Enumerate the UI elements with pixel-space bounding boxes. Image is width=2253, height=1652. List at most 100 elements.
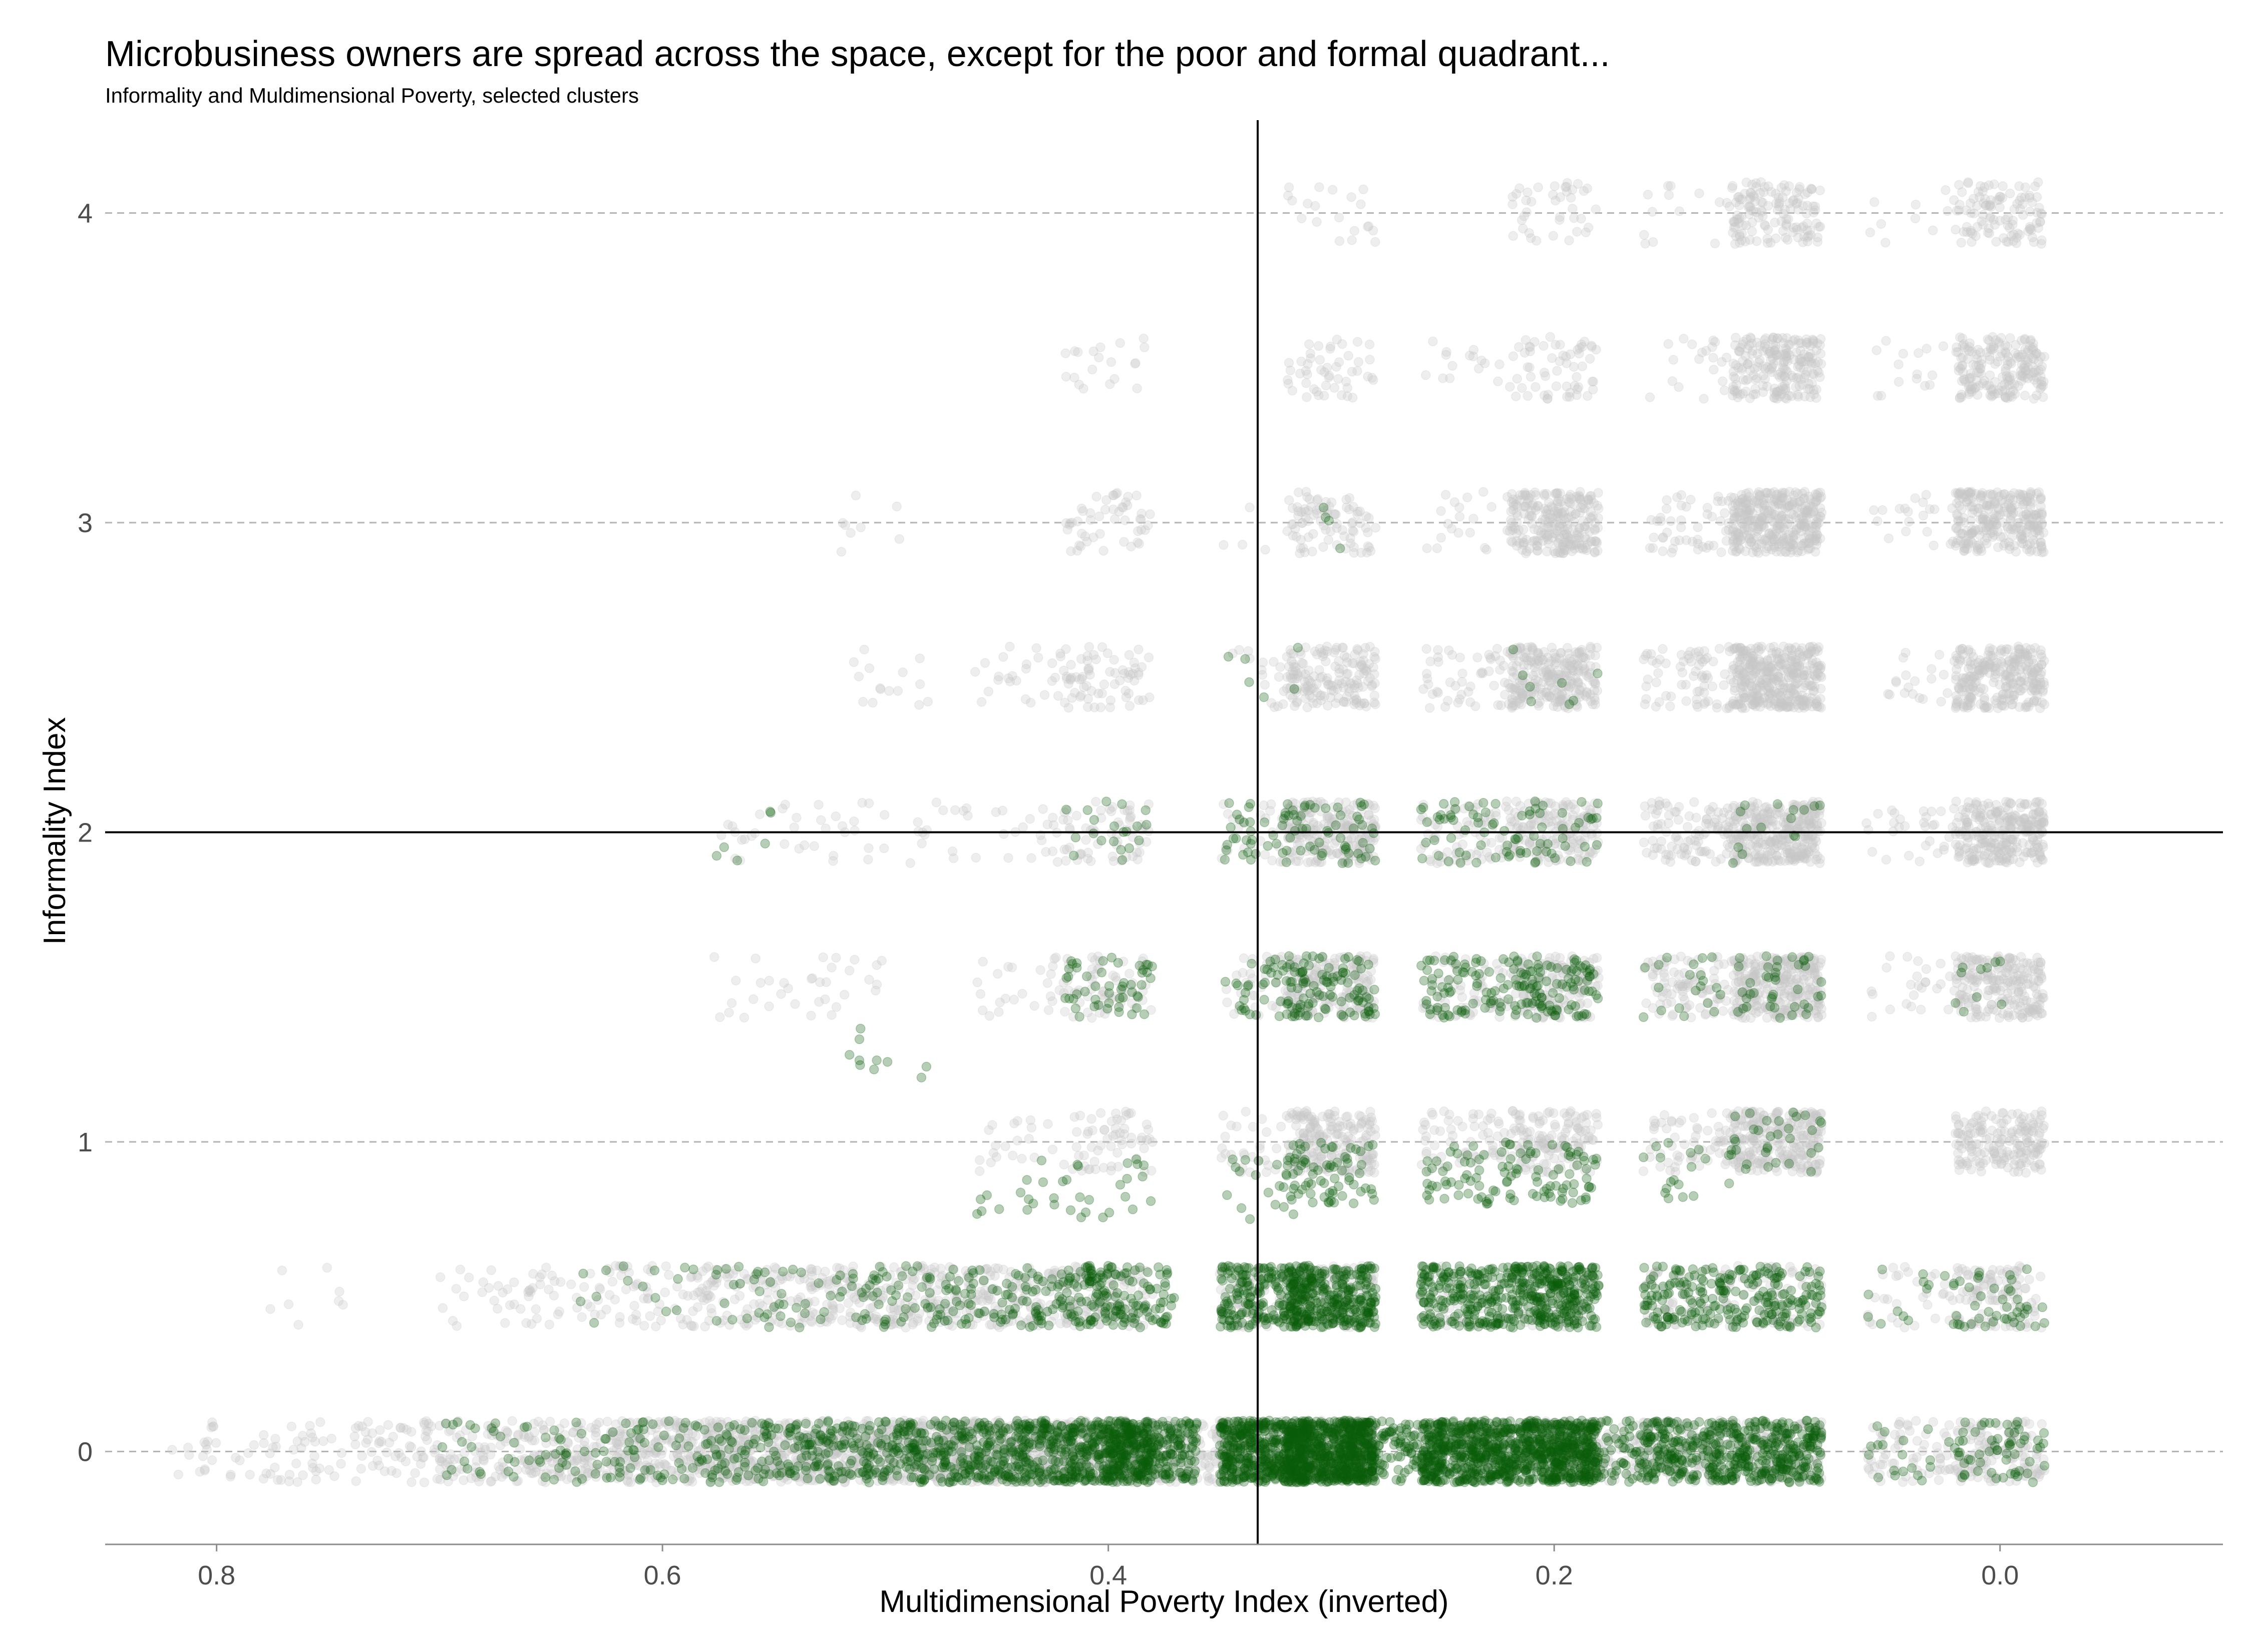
data-point	[374, 1460, 384, 1471]
data-point	[380, 1466, 390, 1476]
data-point	[259, 1438, 269, 1448]
data-point	[357, 1421, 367, 1432]
data-point	[293, 1320, 303, 1330]
data-point	[510, 1438, 520, 1448]
data-point	[1261, 1127, 1272, 1137]
data-point	[1940, 1279, 1950, 1290]
data-point	[382, 1447, 392, 1458]
chart-title: Microbusiness owners are spread across t…	[105, 34, 1610, 74]
data-point	[660, 1287, 670, 1298]
data-point	[459, 1475, 469, 1485]
data-point	[1926, 1272, 1937, 1282]
data-point	[1488, 1147, 1498, 1158]
data-point	[1976, 1166, 1986, 1177]
data-point	[1420, 1135, 1430, 1146]
data-point	[1795, 1147, 1806, 1157]
data-point	[500, 1469, 510, 1479]
data-point	[202, 1444, 212, 1455]
data-point	[1935, 1458, 1945, 1469]
data-point	[1898, 1477, 1908, 1487]
data-point	[544, 1320, 555, 1330]
data-point	[678, 1290, 688, 1300]
data-point	[324, 1465, 334, 1475]
data-point	[614, 1437, 624, 1447]
data-point	[338, 1300, 348, 1310]
data-point	[1468, 1113, 1478, 1124]
data-point	[1241, 1106, 1251, 1117]
data-point	[412, 1452, 422, 1462]
data-point	[1707, 1108, 1717, 1118]
data-point	[407, 1477, 417, 1487]
data-point	[167, 1445, 177, 1455]
data-point	[871, 1314, 881, 1325]
data-point	[1536, 1134, 1546, 1144]
data-point	[1550, 1119, 1560, 1130]
data-point	[429, 1444, 440, 1455]
data-point	[195, 1467, 205, 1477]
series-other_clusters	[167, 177, 2050, 1488]
data-point	[1974, 1440, 1985, 1451]
data-point	[207, 1417, 217, 1427]
data-point	[402, 1425, 412, 1435]
data-point	[424, 1418, 434, 1429]
data-point	[987, 1120, 997, 1130]
data-point	[1106, 1161, 1116, 1171]
data-point	[1469, 1121, 1479, 1131]
data-point	[1995, 1265, 2005, 1276]
data-point	[1075, 1110, 1085, 1121]
data-point	[1026, 1122, 1037, 1133]
data-point	[1638, 1166, 1649, 1176]
data-point	[384, 1438, 395, 1448]
data-point	[513, 1429, 523, 1440]
data-point	[528, 1283, 538, 1293]
data-point	[615, 1312, 625, 1322]
data-point	[1099, 1125, 1109, 1135]
data-point	[1106, 1116, 1117, 1126]
data-point	[544, 1285, 554, 1295]
data-point	[445, 1454, 455, 1464]
data-point	[446, 1425, 456, 1435]
data-point	[198, 1451, 208, 1461]
data-point	[1954, 1266, 1964, 1276]
data-point	[489, 1296, 499, 1306]
data-point	[435, 1272, 446, 1283]
data-point	[258, 1474, 269, 1484]
data-point	[1071, 1127, 1082, 1137]
data-point	[366, 1447, 377, 1457]
data-point	[1363, 1123, 1373, 1133]
data-point	[392, 1468, 402, 1478]
data-point	[1369, 1167, 1379, 1178]
data-point	[703, 1261, 713, 1272]
data-point	[291, 1458, 301, 1469]
data-point	[1939, 1288, 1949, 1299]
data-point	[687, 1321, 697, 1331]
data-point	[629, 1301, 639, 1311]
data-point	[974, 1166, 985, 1176]
data-point	[509, 1277, 519, 1288]
data-point	[1930, 1314, 1941, 1324]
data-point	[990, 1140, 1001, 1151]
data-point	[1939, 1428, 1950, 1438]
data-point	[1493, 1116, 1504, 1126]
data-point	[1000, 1141, 1010, 1151]
data-point	[206, 1422, 216, 1433]
data-point	[199, 1437, 210, 1447]
data-point	[491, 1471, 501, 1482]
data-point	[604, 1290, 615, 1300]
data-point	[419, 1417, 429, 1428]
data-point	[678, 1320, 688, 1330]
data-point	[399, 1423, 409, 1433]
data-point	[651, 1321, 661, 1332]
data-point	[566, 1279, 576, 1290]
data-point	[515, 1304, 526, 1314]
data-point	[309, 1451, 319, 1461]
data-point	[535, 1272, 545, 1283]
data-point	[245, 1470, 255, 1480]
data-point	[1665, 1165, 1675, 1175]
data-point	[541, 1263, 551, 1273]
data-point	[208, 1421, 219, 1432]
data-point	[703, 1291, 713, 1301]
data-point	[387, 1466, 397, 1476]
data-point	[296, 1443, 306, 1453]
